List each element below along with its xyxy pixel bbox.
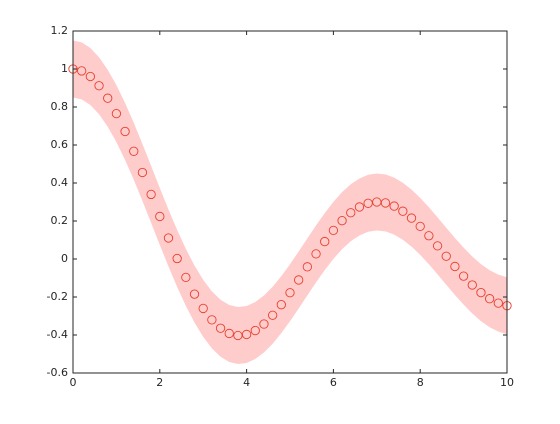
data-point [363, 198, 373, 208]
x-tick-label: 0 [70, 376, 77, 389]
data-point [94, 81, 104, 91]
data-point [146, 189, 156, 200]
data-point [207, 315, 217, 325]
y-tick-label: -0.6 [47, 366, 68, 379]
data-point [302, 262, 313, 272]
data-point [198, 303, 208, 314]
data-point [432, 241, 443, 251]
data-point [493, 298, 503, 308]
data-point [406, 213, 417, 223]
data-point [354, 202, 365, 212]
data-point [424, 231, 434, 241]
data-point [476, 287, 486, 298]
data-point [215, 323, 226, 333]
data-point [172, 253, 182, 264]
data-point [320, 236, 330, 247]
data-point [415, 221, 425, 232]
data-point [163, 233, 174, 243]
data-point [346, 208, 356, 218]
data-point [285, 288, 295, 298]
data-point [103, 93, 113, 103]
data-point [276, 300, 286, 310]
data-point [380, 198, 391, 208]
data-point [441, 251, 451, 261]
data-point [458, 271, 469, 281]
x-tick-label: 6 [330, 376, 337, 389]
data-point [77, 66, 87, 76]
data-point [389, 201, 399, 211]
data-point [137, 167, 148, 178]
data-point [250, 325, 260, 336]
data-point [311, 249, 321, 259]
data-point [259, 319, 269, 329]
y-tick-label: -0.4 [47, 328, 68, 341]
data-point [129, 146, 139, 156]
y-tick-label: 0.8 [51, 100, 69, 113]
confidence-band [73, 40, 507, 364]
plot-area [73, 31, 507, 373]
y-tick-label: 0.4 [51, 176, 69, 189]
data-point [328, 225, 339, 236]
y-tick-label: 1 [61, 62, 68, 75]
data-point [294, 275, 304, 285]
y-tick-label: 0.6 [51, 138, 69, 151]
data-point [450, 261, 460, 272]
data-point [120, 126, 130, 137]
data-point [337, 216, 347, 226]
data-point [189, 289, 200, 299]
data-point [241, 329, 252, 340]
data-point [224, 328, 234, 339]
y-tick-label: 0.2 [51, 214, 69, 227]
data-point [267, 310, 278, 320]
x-tick-label: 8 [417, 376, 424, 389]
data-point [155, 211, 165, 222]
x-tick-label: 4 [243, 376, 250, 389]
y-tick-label: 1.2 [51, 24, 69, 37]
data-point [181, 272, 191, 283]
axes-box [72, 30, 508, 374]
y-tick-label: 0 [61, 252, 68, 265]
x-tick-label: 10 [500, 376, 514, 389]
data-point [467, 280, 477, 290]
data-point [398, 206, 408, 216]
data-point [111, 108, 122, 119]
data-point [85, 71, 96, 82]
data-point [484, 294, 495, 304]
x-tick-label: 2 [156, 376, 163, 389]
y-tick-label: -0.2 [47, 290, 68, 303]
